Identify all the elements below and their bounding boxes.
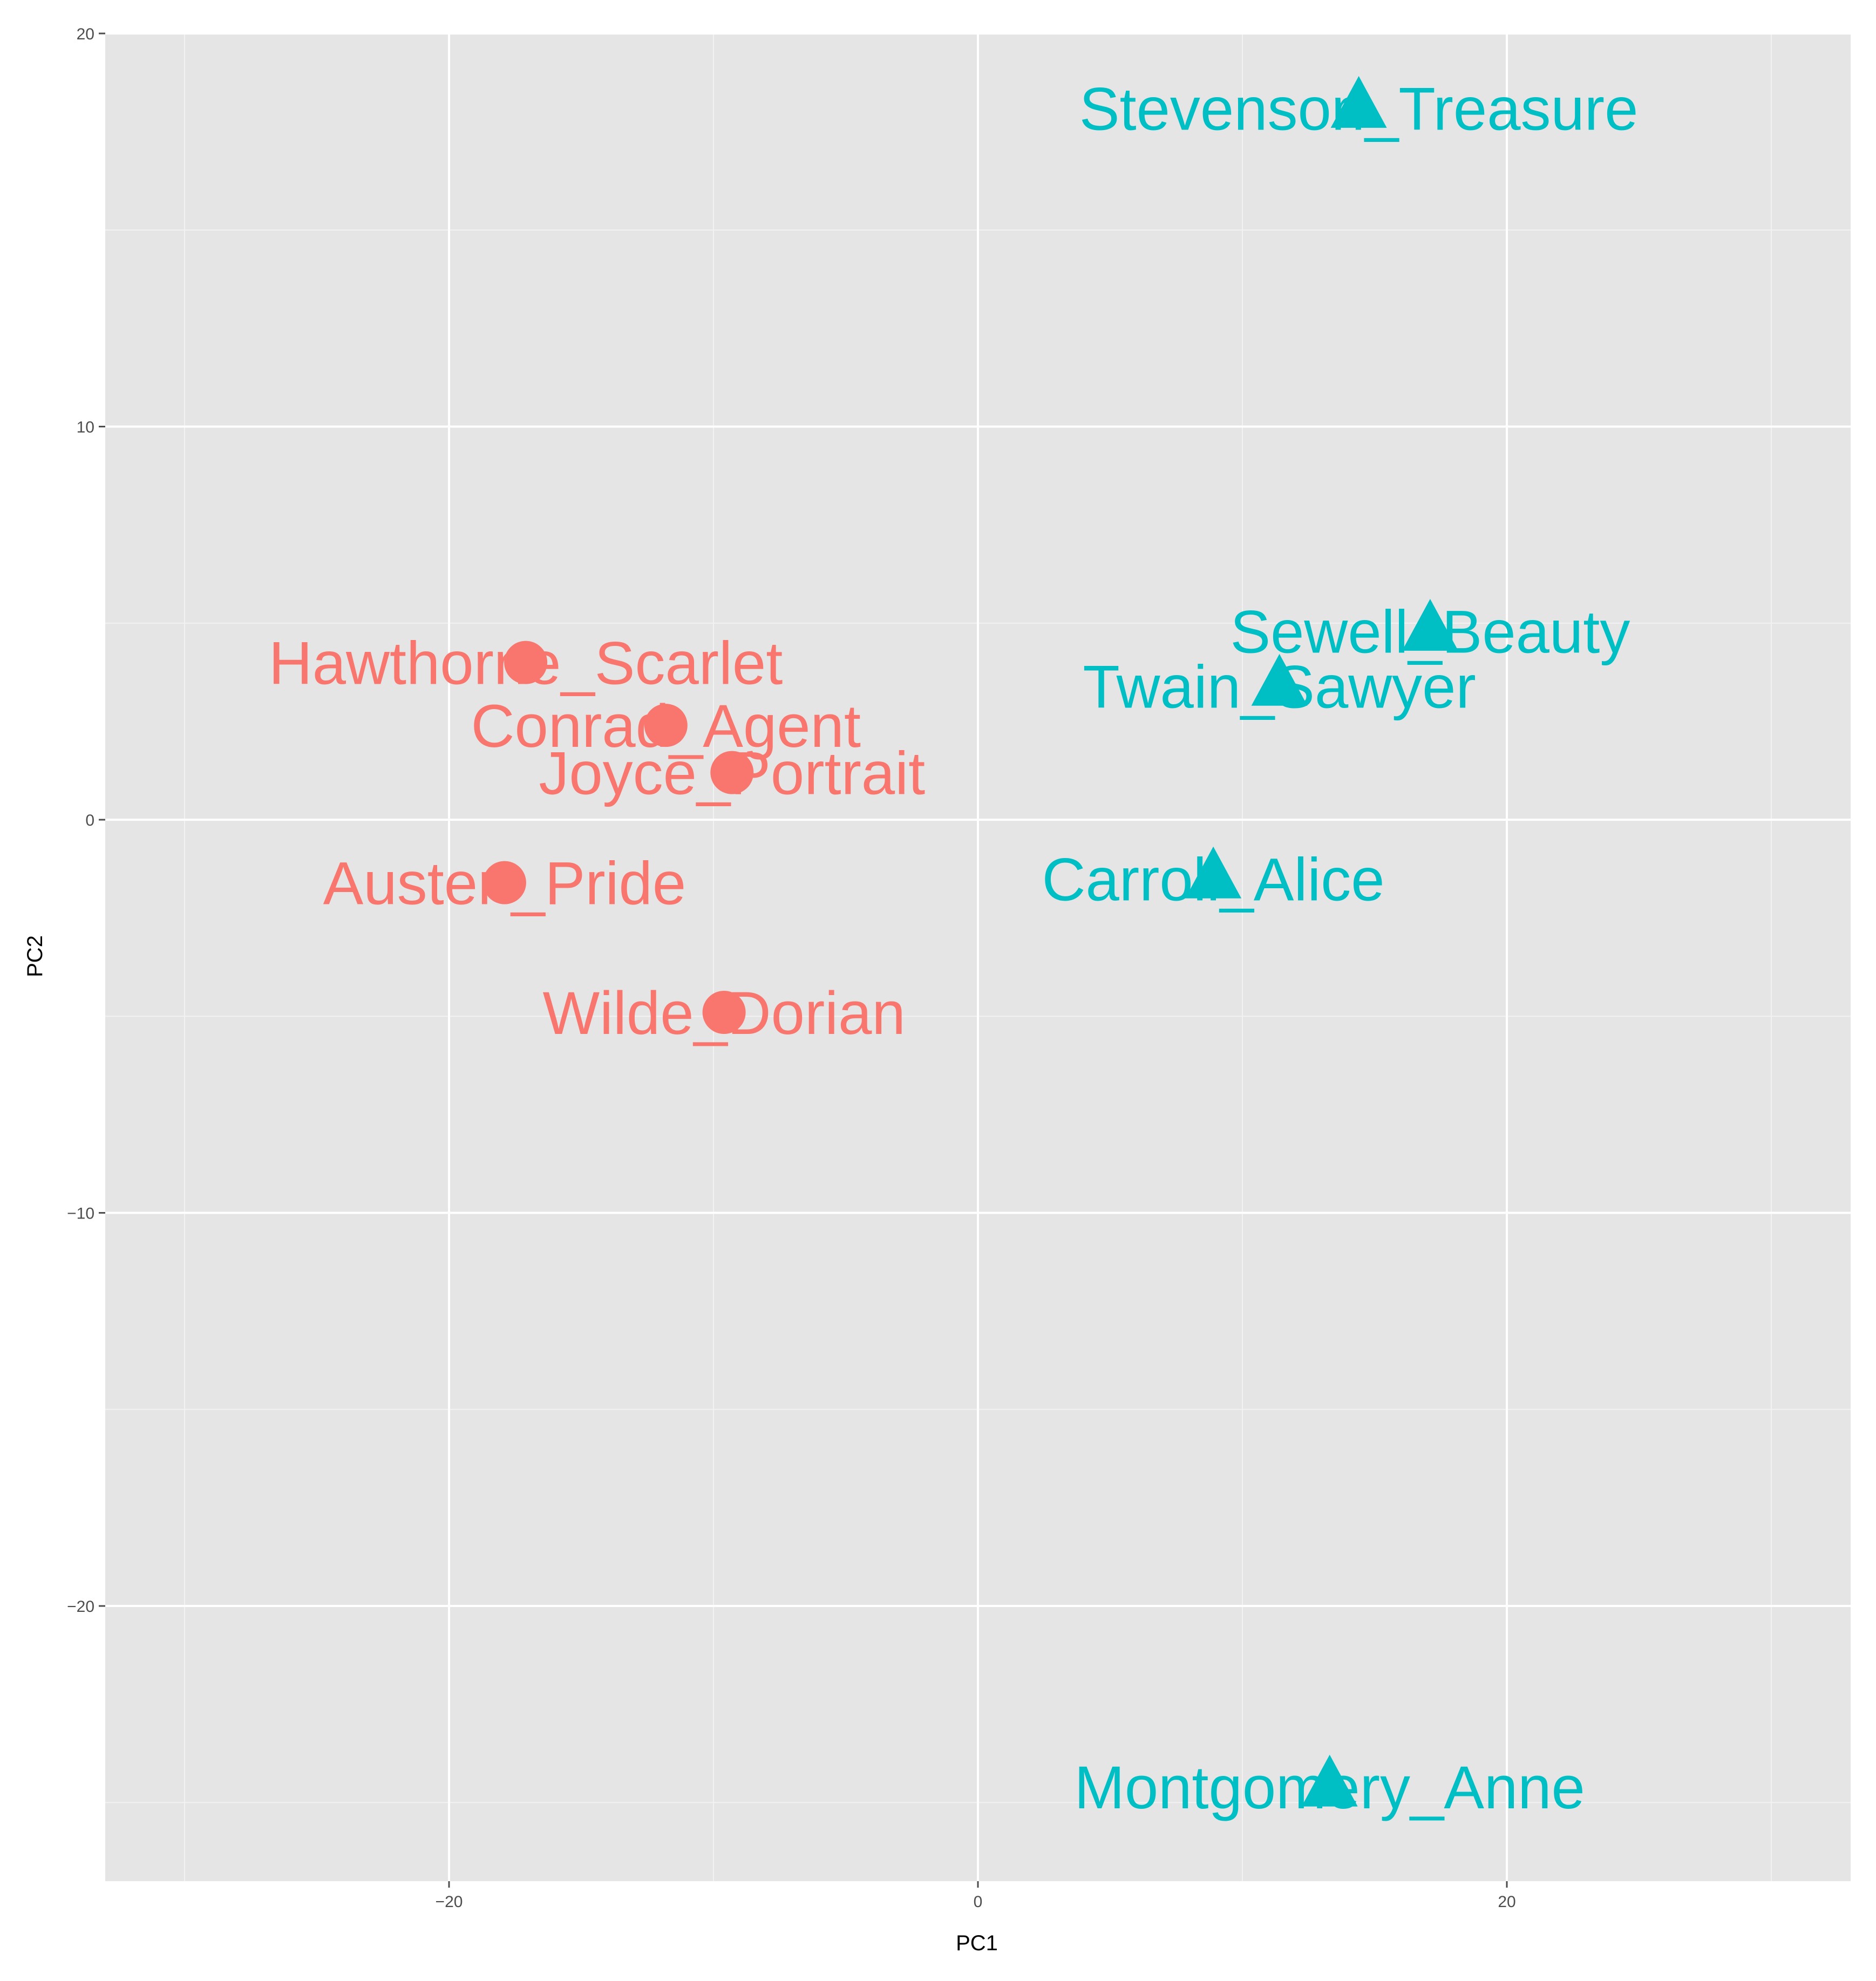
data-point-circle [504, 641, 548, 684]
data-points [482, 76, 1458, 1807]
point-label: Stevenson_Treasure [1079, 75, 1639, 142]
data-point-circle [710, 751, 754, 794]
point-label: Conrad_Agent [471, 692, 861, 760]
data-point-triangle [1185, 846, 1242, 898]
data-point-circle [482, 861, 526, 904]
data-point-triangle [1330, 76, 1387, 128]
y-tick-label: 0 [85, 812, 94, 829]
point-label: Austen_Pride [323, 850, 686, 917]
y-axis-tick-labels: −20 −10 0 10 20 [67, 25, 94, 1616]
point-label: Sewell_Beauty [1230, 598, 1630, 665]
point-label: Wilde_Dorian [542, 979, 905, 1047]
x-tick-label: 20 [1498, 1893, 1515, 1911]
point-label: Twain_Sawyer [1083, 653, 1476, 720]
point-label: Carroll_Alice [1042, 846, 1385, 913]
x-axis-tick-labels: −20 0 20 [436, 1893, 1516, 1911]
y-tick-label: 10 [77, 419, 94, 437]
y-tick-label: −20 [67, 1598, 94, 1616]
point-label: Joyce_Portrait [539, 740, 925, 807]
y-tick-label: 20 [77, 25, 94, 43]
data-point-triangle [1402, 598, 1458, 651]
y-axis-title: PC2 [23, 935, 47, 977]
point-labels: Hawthorne_ScarletConrad_AgentJoyce_Portr… [269, 75, 1639, 1821]
x-tick-label: 0 [974, 1893, 983, 1911]
point-label: Hawthorne_Scarlet [269, 630, 783, 697]
axis-ticks [99, 32, 1508, 1888]
data-point-triangle [1251, 653, 1308, 706]
point-label: Montgomery_Anne [1075, 1754, 1585, 1821]
x-tick-label: −20 [436, 1893, 463, 1911]
y-tick-label: −10 [67, 1205, 94, 1223]
major-grid [105, 32, 1851, 1881]
data-point-circle [644, 704, 688, 747]
data-point-circle [702, 990, 746, 1034]
x-axis-title: PC1 [956, 1931, 998, 1955]
data-point-triangle [1301, 1754, 1358, 1807]
